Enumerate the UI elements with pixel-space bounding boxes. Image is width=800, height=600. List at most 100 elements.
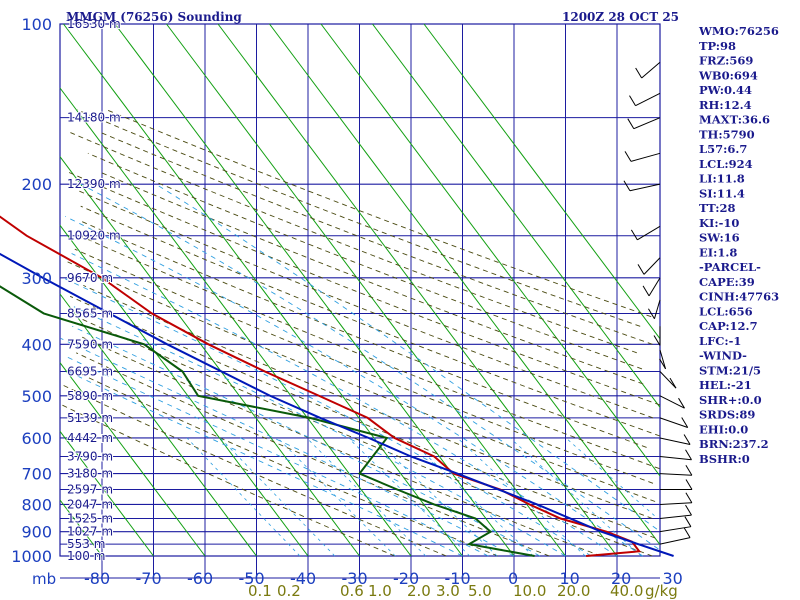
index-tt: TT:28 (699, 201, 736, 215)
moist-adiabat-line (60, 337, 515, 557)
wind-barb-flag (678, 397, 685, 409)
index-srds: SRDS:89 (699, 408, 755, 422)
mixing-ratio-unit-label: g/kg (645, 582, 678, 600)
index-cape: CAPE:39 (699, 275, 755, 289)
temperature-tick-label: -10 (445, 569, 471, 588)
moist-adiabat-line (63, 355, 489, 557)
temperature-tick-label: -60 (187, 569, 213, 588)
dry-adiabat-line (83, 284, 653, 519)
temperature-tick-label: 10 (560, 569, 580, 588)
isotherm-line (59, 293, 257, 557)
temperature-tick-label: -80 (84, 569, 110, 588)
height-label: 3180 m (67, 467, 113, 481)
wind-barb (630, 152, 661, 162)
temperature-tick-label: 30 (663, 569, 683, 588)
dry-adiabat-line (69, 368, 498, 557)
wind-barb-flag (642, 285, 650, 297)
index-sw: SW:16 (699, 231, 740, 245)
height-label: 553 m (67, 537, 105, 551)
mixing-ratio-tick-label: 1.0 (368, 582, 392, 600)
mixing-ratio-line (374, 437, 498, 557)
wind-barb (659, 502, 692, 505)
mixing-ratio-line (348, 437, 471, 557)
moist-adiabat-line (155, 183, 658, 530)
temperature-tick-label: 20 (611, 569, 631, 588)
wind-barb-flag (635, 67, 643, 79)
wind-barb-flag (685, 479, 693, 490)
wind-barb (635, 92, 661, 107)
isotherm-line (59, 156, 360, 557)
wind-barb-flag (669, 377, 677, 389)
isotherm-line (320, 23, 661, 477)
wind-barb-flag (629, 95, 636, 106)
pressure-tick-label: 700 (21, 465, 52, 484)
moist-adiabat-line (65, 215, 644, 557)
height-label: 2047 m (67, 497, 113, 511)
temperature-tick-label: -70 (136, 569, 162, 588)
wind-barb (629, 183, 661, 192)
wind-barb (659, 349, 667, 370)
wind-barb (659, 437, 691, 446)
wind-barb (659, 514, 692, 519)
wind-barb (659, 455, 692, 461)
isotherm-line (166, 23, 566, 557)
pressure-unit-label: mb (32, 570, 56, 588)
wind-barb-flag (630, 229, 638, 241)
dry-adiabat-line (70, 132, 637, 354)
wind-barb (648, 277, 661, 297)
wind-barb (653, 299, 661, 319)
wind-barb-flag (623, 180, 631, 191)
mixing-ratio-line (220, 437, 336, 557)
index-bshr: BSHR:0 (699, 452, 750, 466)
height-label: 7590 m (67, 337, 113, 351)
moist-adiabat-line (80, 183, 659, 550)
index-th: TH:5790 (699, 127, 755, 141)
index-pw: PW:0.44 (699, 83, 752, 97)
dry-adiabat-line (100, 132, 653, 345)
temperature-tick-label: -30 (342, 569, 368, 588)
pressure-tick-label: 400 (21, 335, 52, 354)
isotherm-line (423, 23, 661, 339)
index-stm: STM:21/5 (699, 363, 761, 377)
index-si: SI:11.4 (699, 186, 745, 200)
index-frz: FRZ:569 (699, 54, 753, 68)
pressure-tick-label: 600 (21, 429, 52, 448)
index-brn: BRN:237.2 (699, 437, 769, 451)
mixing-ratio-line (408, 437, 534, 557)
index-maxt: MAXT:36.6 (699, 113, 770, 127)
wind-barb (659, 417, 688, 428)
isotherm-line (372, 23, 661, 408)
dry-adiabat-line (80, 205, 661, 437)
wind-barb-flag (624, 151, 632, 162)
mixing-ratio-tick-label: 10.0 (513, 582, 546, 600)
dry-adiabat-line (81, 220, 647, 448)
wind-barb-flag (653, 335, 661, 346)
moist-adiabat-line (62, 277, 592, 557)
dry-adiabat-line (76, 109, 641, 327)
index-ki: KI:-10 (699, 216, 739, 230)
wind-barb-flag (648, 308, 655, 320)
wind-barb (633, 117, 661, 130)
parcel-profile-line (0, 252, 674, 557)
temperature-tick-label: -50 (239, 569, 265, 588)
isotherm-line (59, 431, 154, 557)
wind-barb (659, 526, 691, 533)
dry-adiabat-line (69, 295, 656, 539)
plot-frame (59, 23, 661, 557)
isotherm-line (269, 23, 661, 545)
isotherm-line (59, 225, 309, 557)
index--parcel-: -PARCEL- (699, 260, 761, 274)
index-lcl: LCL:656 (699, 304, 753, 318)
mixing-ratio-line (457, 437, 586, 557)
mixing-ratio-tick-label: 0.1 (248, 582, 272, 600)
wind-barb (659, 395, 685, 409)
height-label: 8565 m (67, 306, 113, 320)
mixing-ratio-tick-label: 3.0 (436, 582, 460, 600)
dry-adiabat-line (79, 235, 660, 470)
index-lfc: LFC:-1 (699, 334, 741, 348)
dewpoint-profile-line (0, 285, 535, 557)
dry-adiabat-line (60, 383, 447, 557)
wind-barb (659, 537, 691, 545)
pressure-tick-label: 300 (21, 269, 52, 288)
pressure-tick-label: 100 (21, 15, 52, 34)
